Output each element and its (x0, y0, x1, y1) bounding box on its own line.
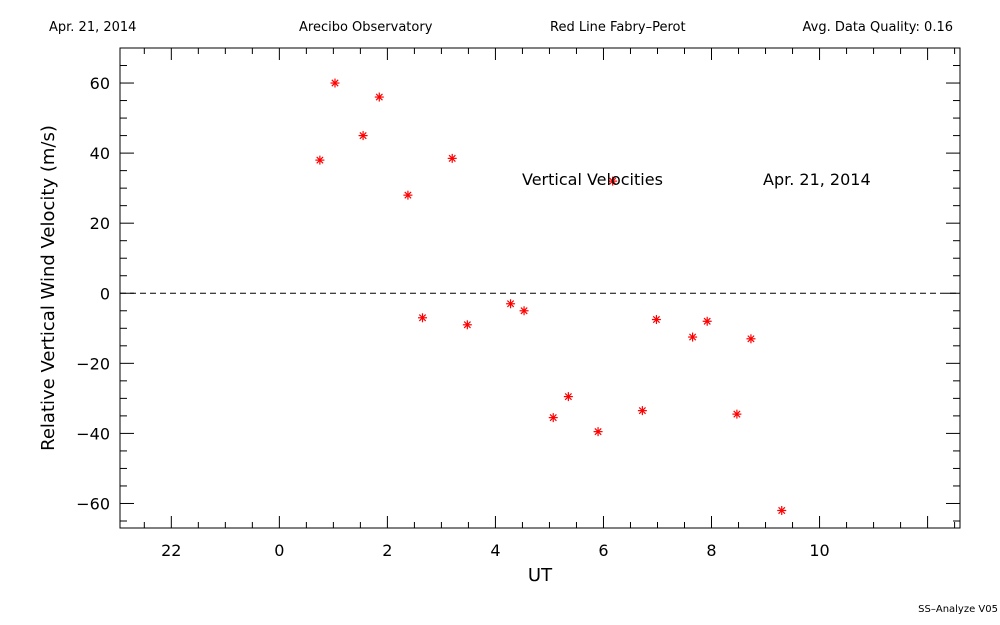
annotation-vertical-velocities: Vertical Velocities (522, 170, 663, 189)
axis-ticks (120, 47, 960, 528)
y-tick-label: 40 (90, 144, 110, 163)
data-point (777, 505, 787, 515)
y-tick-label: −40 (76, 424, 110, 443)
data-point (651, 315, 661, 325)
x-tick-label: 22 (161, 541, 181, 560)
data-point (315, 155, 325, 165)
data-point (330, 78, 340, 88)
data-point (403, 190, 413, 200)
data-point (548, 413, 558, 423)
y-axis-label: Relative Vertical Wind Velocity (m/s) (38, 125, 59, 451)
data-point (732, 409, 742, 419)
data-point (519, 306, 529, 316)
data-point (746, 334, 756, 344)
data-point (358, 131, 368, 141)
annotation-date: Apr. 21, 2014 (763, 170, 871, 189)
x-axis-label: UT (528, 565, 553, 586)
data-point (593, 427, 603, 437)
header-site: Arecibo Observatory (299, 20, 433, 35)
data-point (462, 320, 472, 330)
header-quality: Avg. Data Quality: 0.16 (803, 20, 953, 35)
x-tick-label: 8 (706, 541, 716, 560)
y-tick-label: 0 (100, 284, 110, 303)
x-tick-label: 6 (598, 541, 608, 560)
data-point (637, 406, 647, 416)
data-point (374, 92, 384, 102)
footer-version: SS–Analyze V05 (918, 604, 998, 615)
header-date: Apr. 21, 2014 (49, 20, 136, 35)
y-tick-label: 20 (90, 214, 110, 233)
y-tick-label: 60 (90, 74, 110, 93)
data-point (608, 176, 618, 186)
plot-frame (119, 47, 961, 529)
data-point (418, 313, 428, 323)
y-tick-label: −20 (76, 354, 110, 373)
data-points (315, 78, 787, 515)
y-tick-labels: 60 40 20 0 −20 −40 −60 (76, 74, 110, 513)
data-point (563, 392, 573, 402)
x-tick-label: 10 (809, 541, 829, 560)
y-tick-label: −60 (76, 494, 110, 513)
data-point (506, 299, 516, 309)
header-instrument: Red Line Fabry–Perot (550, 20, 686, 35)
data-point (702, 316, 712, 326)
data-point (447, 153, 457, 163)
x-tick-labels: 22 0 2 4 6 8 10 (161, 541, 830, 560)
x-tick-label: 4 (490, 541, 500, 560)
x-tick-label: 0 (274, 541, 284, 560)
data-point (688, 332, 698, 342)
x-tick-label: 2 (382, 541, 392, 560)
